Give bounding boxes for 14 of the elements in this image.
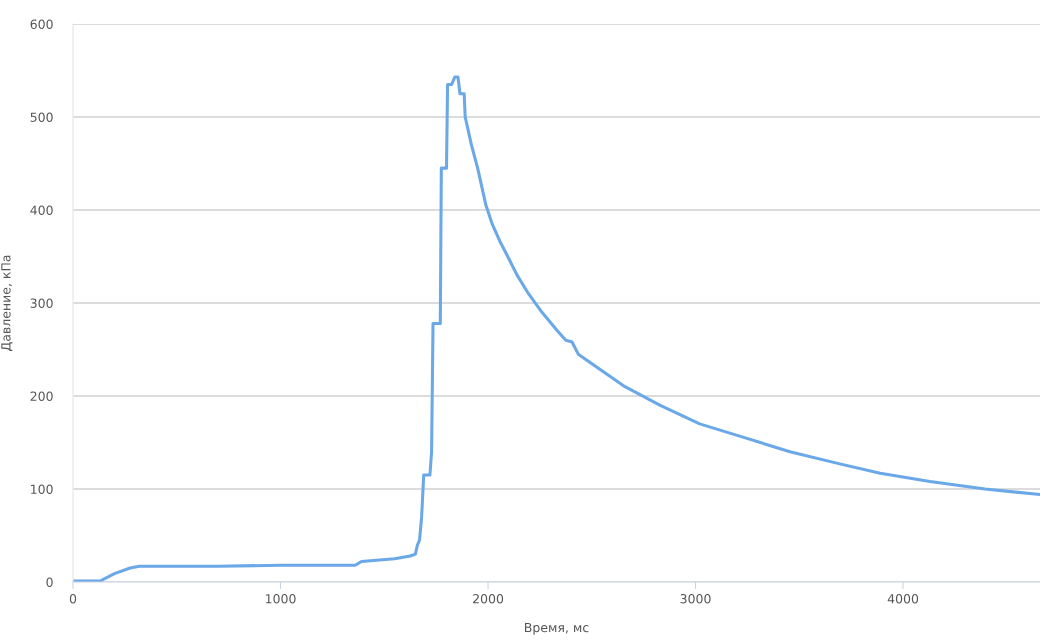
x-tick-label: 1000	[265, 594, 296, 604]
y-tick-label: 300	[30, 298, 53, 308]
x-tick-label: 0	[69, 594, 77, 604]
y-axis-title: Давление, кПа	[1, 255, 13, 351]
y-tick-label: 600	[30, 19, 53, 29]
y-tick-label: 400	[30, 205, 53, 215]
y-tick-label: 100	[31, 484, 53, 494]
x-tick-label: 3000	[680, 594, 711, 604]
x-axis-title: Время, мс	[525, 622, 589, 635]
x-tick-label: 2000	[473, 594, 504, 604]
y-tick-label: 0	[46, 577, 53, 587]
y-tick-label: 200	[30, 391, 53, 401]
x-tick-label: 4000	[887, 594, 919, 604]
y-tick-label: 500	[30, 112, 53, 122]
